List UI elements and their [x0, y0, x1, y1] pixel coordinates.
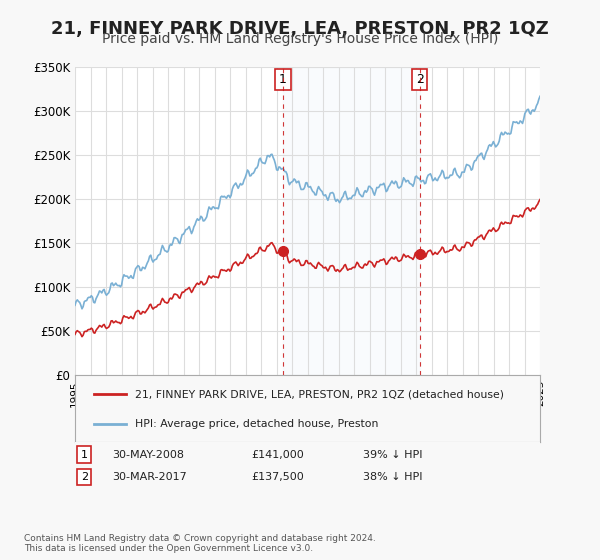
Text: 38% ↓ HPI: 38% ↓ HPI [364, 472, 423, 482]
Text: 1: 1 [279, 73, 287, 86]
Text: 21, FINNEY PARK DRIVE, LEA, PRESTON, PR2 1QZ (detached house): 21, FINNEY PARK DRIVE, LEA, PRESTON, PR2… [136, 389, 505, 399]
Text: £141,000: £141,000 [252, 450, 304, 460]
Text: 2: 2 [416, 73, 424, 86]
Text: 30-MAY-2008: 30-MAY-2008 [112, 450, 184, 460]
Text: 1: 1 [81, 450, 88, 460]
Text: £137,500: £137,500 [252, 472, 304, 482]
Text: Contains HM Land Registry data © Crown copyright and database right 2024.
This d: Contains HM Land Registry data © Crown c… [24, 534, 376, 553]
Text: 30-MAR-2017: 30-MAR-2017 [112, 472, 187, 482]
Text: Price paid vs. HM Land Registry's House Price Index (HPI): Price paid vs. HM Land Registry's House … [102, 32, 498, 46]
Text: 2: 2 [81, 472, 88, 482]
Bar [283, 67, 420, 375]
Text: HPI: Average price, detached house, Preston: HPI: Average price, detached house, Pres… [136, 418, 379, 428]
Text: 21, FINNEY PARK DRIVE, LEA, PRESTON, PR2 1QZ: 21, FINNEY PARK DRIVE, LEA, PRESTON, PR2… [51, 20, 549, 38]
Text: 39% ↓ HPI: 39% ↓ HPI [364, 450, 423, 460]
